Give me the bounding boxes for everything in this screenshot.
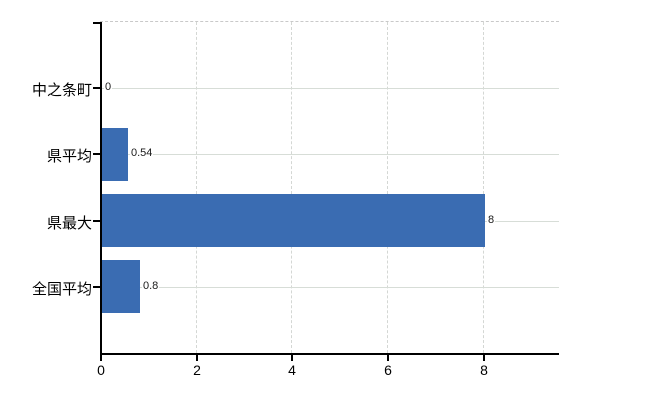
x-gridline bbox=[483, 22, 485, 353]
y-gridline bbox=[102, 287, 559, 288]
category-label: 県平均 bbox=[46, 148, 92, 165]
y-gridline bbox=[102, 154, 559, 155]
x-tick-label: 0 bbox=[97, 362, 105, 378]
y-gridline bbox=[102, 88, 559, 89]
x-tick-label: 8 bbox=[480, 362, 488, 378]
bar-value-label: 0 bbox=[104, 81, 113, 93]
x-gridline bbox=[387, 22, 389, 353]
x-tick-label: 4 bbox=[288, 362, 296, 378]
y-axis-line bbox=[100, 22, 102, 355]
x-tick-mark bbox=[100, 355, 102, 361]
x-gridline bbox=[291, 22, 293, 353]
x-gridline bbox=[196, 22, 198, 353]
category-label: 県最大 bbox=[46, 215, 92, 232]
x-tick-mark bbox=[291, 355, 293, 361]
x-tick-mark bbox=[196, 355, 198, 361]
bar-value-label: 0.54 bbox=[130, 147, 154, 159]
y-tick-mark bbox=[93, 87, 100, 89]
y-tick-mark bbox=[93, 220, 100, 222]
bar-value-label: 8 bbox=[487, 214, 496, 226]
bar bbox=[102, 260, 140, 313]
x-tick-label: 6 bbox=[384, 362, 392, 378]
bar-value-label: 0.8 bbox=[142, 280, 160, 292]
category-label: 中之条町 bbox=[31, 82, 92, 99]
y-axis-top-tick bbox=[93, 22, 100, 24]
x-tick-mark bbox=[387, 355, 389, 361]
y-tick-mark bbox=[93, 153, 100, 155]
category-label: 全国平均 bbox=[31, 281, 92, 298]
bar bbox=[102, 128, 128, 181]
bar bbox=[102, 194, 485, 247]
y-tick-mark bbox=[93, 286, 100, 288]
x-axis-line bbox=[100, 353, 559, 355]
plot-top-border bbox=[100, 21, 559, 22]
x-tick-label: 2 bbox=[193, 362, 201, 378]
x-tick-mark bbox=[483, 355, 485, 361]
